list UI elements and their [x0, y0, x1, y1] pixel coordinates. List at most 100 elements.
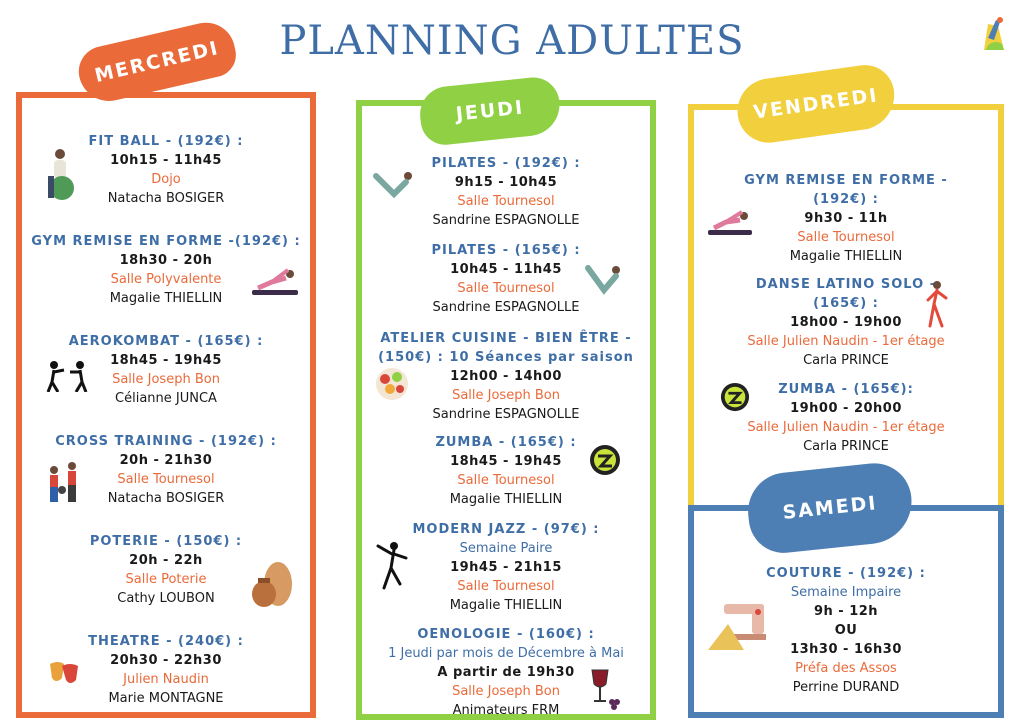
- activity-danse-latino: DANSE LATINO SOLO - (165€) : 18h00 - 19h…: [694, 275, 998, 370]
- activity-note: Semaine Paire: [459, 541, 553, 556]
- activity-pilates-2: PILATES - (165€) : 10h45 - 11h45 Salle T…: [362, 241, 650, 317]
- activity-name: DANSE LATINO SOLO -: [755, 277, 937, 292]
- activity-name: PILATES - (165€) :: [431, 243, 581, 258]
- activity-name-line2: (165€) :: [813, 296, 879, 311]
- activity-name: ZUMBA - (165€):: [778, 382, 914, 397]
- activity-person: Animateurs FRM: [452, 703, 560, 718]
- activity-person: Sandrine ESPAGNOLLE: [432, 300, 580, 315]
- activity-person: Marie MONTAGNE: [108, 691, 224, 706]
- activity-time: 20h - 22h: [129, 553, 203, 568]
- activity-room: Salle Joseph Bon: [452, 684, 560, 699]
- activity-time: 18h45 - 19h45: [450, 454, 562, 469]
- activity-name: COUTURE - (192€) :: [766, 566, 926, 581]
- activity-name: MODERN JAZZ - (97€) :: [412, 522, 600, 537]
- latino-dancer-icon: [924, 280, 950, 328]
- activity-person: Sandrine ESPAGNOLLE: [432, 213, 580, 228]
- activity-person: Magalie THIELLIN: [789, 249, 903, 264]
- activity-person: Magalie THIELLIN: [449, 492, 563, 507]
- activity-time: 18h30 - 20h: [119, 253, 213, 268]
- activity-time: 20h - 21h30: [119, 453, 213, 468]
- activity-room: Salle Tournesol: [457, 281, 555, 296]
- activity-person: Natacha BOSIGER: [107, 491, 225, 506]
- activity-note: 1 Jeudi par mois de Décembre à Mai: [388, 646, 624, 661]
- mercredi-frame: [16, 92, 316, 718]
- activity-room: Salle Tournesol: [797, 230, 895, 245]
- activity-time: 12h00 - 14h00: [450, 369, 562, 384]
- activity-name-line2: (150€) : 10 Séances par saison: [378, 350, 634, 365]
- activity-room: Salle Polyvalente: [110, 272, 222, 287]
- activity-zumba-vendredi: ZUMBA - (165€): 19h00 - 20h00 Salle Juli…: [694, 380, 998, 456]
- activity-name: CROSS TRAINING - (192€) :: [55, 434, 277, 449]
- activity-time: 10h45 - 11h45: [450, 262, 562, 277]
- activity-or: OU: [834, 623, 858, 638]
- activity-room: Dojo: [151, 172, 181, 187]
- activity-person: Carla PRINCE: [803, 353, 889, 368]
- gym-icon: [708, 208, 752, 236]
- activity-time: 20h30 - 22h30: [110, 653, 222, 668]
- activity-note: Semaine Impaire: [790, 585, 902, 600]
- activity-cross-training: CROSS TRAINING - (192€) : 20h - 21h30 Sa…: [22, 432, 310, 508]
- activity-time: 19h00 - 20h00: [790, 401, 902, 416]
- logo-icon: [978, 14, 1010, 52]
- activity-oenologie: OENOLOGIE - (160€) : 1 Jeudi par mois de…: [362, 625, 650, 720]
- pilates-icon: [584, 264, 628, 298]
- activity-time: 18h45 - 19h45: [110, 353, 222, 368]
- activity-atelier-cuisine: ATELIER CUISINE - BIEN ÊTRE - (150€) : 1…: [362, 329, 650, 424]
- activity-name: AEROKOMBAT - (165€) :: [68, 334, 264, 349]
- activity-room: Salle Tournesol: [457, 579, 555, 594]
- gym-icon: [252, 266, 298, 296]
- activity-aerokombat: AEROKOMBAT - (165€) : 18h45 - 19h45 Sall…: [22, 332, 310, 408]
- activity-name: POTERIE - (150€) :: [89, 534, 243, 549]
- activity-time: 18h00 - 19h00: [790, 315, 902, 330]
- activity-modern-jazz: MODERN JAZZ - (97€) : Semaine Paire 19h4…: [362, 520, 650, 615]
- activity-couture: COUTURE - (192€) : Semaine Impaire 9h - …: [694, 564, 998, 697]
- activity-theatre: THEATRE - (240€) : 20h30 - 22h30 Julien …: [22, 632, 310, 708]
- activity-time: 9h - 12h: [813, 604, 879, 619]
- activity-room: Salle Joseph Bon: [452, 388, 560, 403]
- activity-name: OENOLOGIE - (160€) :: [417, 627, 595, 642]
- activity-room: Préfa des Assos: [795, 661, 897, 676]
- activity-time: 9h30 - 11h: [804, 211, 888, 226]
- fitball-icon: [42, 146, 78, 204]
- pottery-icon: [250, 556, 296, 608]
- activity-room: Salle Julien Naudin - 1er étage: [747, 334, 945, 349]
- activity-room: Salle Tournesol: [117, 472, 215, 487]
- activity-name: THEATRE - (240€) :: [88, 634, 244, 649]
- zumba-icon: [589, 444, 621, 476]
- activity-person: Natacha BOSIGER: [107, 191, 225, 206]
- activity-time: 19h45 - 21h15: [450, 560, 562, 575]
- food-icon: [372, 364, 412, 404]
- pilates-icon: [372, 170, 416, 204]
- activity-room: Salle Tournesol: [457, 473, 555, 488]
- activity-time: 9h15 - 10h45: [454, 175, 558, 190]
- activity-time: 10h15 - 11h45: [110, 153, 222, 168]
- activity-name: GYM REMISE EN FORME -: [744, 173, 948, 188]
- zumba-icon: [720, 382, 750, 412]
- activity-room: Julien Naudin: [123, 672, 209, 687]
- activity-name: PILATES - (192€) :: [431, 156, 581, 171]
- activity-person: Carla PRINCE: [803, 439, 889, 454]
- activity-room: Salle Tournesol: [457, 194, 555, 209]
- activity-person: Perrine DURAND: [792, 680, 900, 695]
- theatre-masks-icon: [48, 660, 80, 686]
- activity-gym-remise-en-forme: GYM REMISE EN FORME -(192€) : 18h30 - 20…: [22, 232, 310, 308]
- activity-name: ATELIER CUISINE - BIEN ÊTRE -: [380, 331, 632, 346]
- sewing-machine-icon: [708, 600, 768, 650]
- activity-name: GYM REMISE EN FORME -(192€) :: [31, 234, 301, 249]
- activity-gym-vendredi: GYM REMISE EN FORME - (192€) : 9h30 - 11…: [694, 171, 998, 266]
- activity-person: Cathy LOUBON: [117, 591, 215, 606]
- activity-time-2: 13h30 - 16h30: [790, 642, 902, 657]
- activity-person: Magalie THIELLIN: [449, 598, 563, 613]
- activity-room: Salle Joseph Bon: [112, 372, 220, 387]
- activity-fit-ball: FIT BALL - (192€) : 10h15 - 11h45 Dojo N…: [22, 132, 310, 208]
- activity-zumba-jeudi: ZUMBA - (165€) : 18h45 - 19h45 Salle Tou…: [362, 433, 650, 509]
- activity-person: Sandrine ESPAGNOLLE: [432, 407, 580, 422]
- activity-room: Salle Julien Naudin - 1er étage: [747, 420, 945, 435]
- wine-icon: [588, 668, 622, 712]
- activity-poterie: POTERIE - (150€) : 20h - 22h Salle Poter…: [22, 532, 310, 608]
- dancer-icon: [374, 540, 408, 590]
- activity-person: Célianne JUNCA: [115, 391, 217, 406]
- activity-room: Salle Poterie: [125, 572, 207, 587]
- activity-name-line2: (192€) :: [813, 192, 879, 207]
- activity-time: A partir de 19h30: [437, 665, 575, 680]
